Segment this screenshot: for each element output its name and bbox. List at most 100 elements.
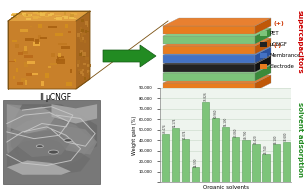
Bar bbox=[85, 57, 89, 60]
Polygon shape bbox=[8, 21, 76, 89]
Polygon shape bbox=[255, 38, 271, 54]
Bar bbox=[80, 39, 83, 42]
Bar bbox=[13, 15, 16, 17]
Bar bbox=[11, 14, 18, 16]
Text: μCNGF: μCNGF bbox=[45, 92, 71, 101]
X-axis label: Organic solvents: Organic solvents bbox=[203, 185, 249, 189]
Bar bbox=[252, 144, 260, 182]
Bar bbox=[24, 55, 33, 58]
Polygon shape bbox=[255, 28, 271, 44]
Bar bbox=[82, 33, 86, 35]
Text: 36,100: 36,100 bbox=[274, 135, 278, 144]
Polygon shape bbox=[255, 56, 271, 72]
Bar bbox=[71, 13, 77, 15]
Bar bbox=[83, 54, 85, 57]
Polygon shape bbox=[163, 64, 255, 72]
Polygon shape bbox=[163, 55, 255, 63]
Bar bbox=[32, 16, 39, 17]
Polygon shape bbox=[18, 129, 71, 157]
Bar bbox=[87, 65, 90, 67]
Bar bbox=[87, 70, 90, 73]
Bar bbox=[212, 118, 219, 182]
Bar bbox=[162, 134, 169, 182]
Polygon shape bbox=[56, 125, 97, 155]
Bar bbox=[48, 26, 57, 28]
Bar bbox=[80, 32, 82, 33]
Bar bbox=[71, 18, 76, 19]
Bar bbox=[45, 16, 49, 17]
Bar bbox=[80, 50, 83, 53]
Bar bbox=[12, 40, 16, 42]
Bar bbox=[80, 71, 81, 74]
Bar bbox=[13, 76, 15, 79]
Bar bbox=[15, 44, 19, 48]
Bar bbox=[55, 33, 63, 36]
Polygon shape bbox=[163, 38, 271, 46]
Text: Membrance: Membrance bbox=[269, 53, 300, 58]
Text: 14,590: 14,590 bbox=[193, 157, 197, 167]
Bar bbox=[56, 56, 64, 61]
Bar bbox=[26, 14, 28, 16]
Bar bbox=[56, 17, 62, 20]
Bar bbox=[83, 63, 86, 65]
Bar bbox=[88, 72, 90, 75]
Bar bbox=[23, 51, 28, 54]
Bar bbox=[61, 46, 70, 49]
Bar bbox=[66, 82, 72, 86]
Bar bbox=[81, 33, 83, 37]
Bar bbox=[81, 29, 84, 32]
Bar bbox=[37, 12, 42, 15]
Bar bbox=[182, 139, 189, 182]
Bar bbox=[12, 13, 17, 15]
Bar bbox=[65, 24, 68, 28]
Bar bbox=[45, 73, 49, 78]
Bar bbox=[35, 39, 39, 44]
Polygon shape bbox=[163, 73, 255, 81]
Text: (-): (-) bbox=[274, 43, 282, 49]
Text: 41,074: 41,074 bbox=[183, 129, 187, 139]
Bar bbox=[56, 59, 65, 64]
Bar bbox=[77, 64, 79, 67]
Text: 43,060: 43,060 bbox=[234, 127, 238, 137]
Bar bbox=[22, 13, 26, 15]
Text: solvent adsorption: solvent adsorption bbox=[297, 101, 303, 177]
Bar bbox=[70, 14, 74, 17]
Bar bbox=[40, 37, 47, 39]
Text: 52,174: 52,174 bbox=[173, 118, 177, 127]
Bar bbox=[48, 14, 52, 16]
Bar bbox=[85, 30, 87, 33]
Bar bbox=[18, 52, 23, 55]
Polygon shape bbox=[163, 26, 255, 34]
Bar bbox=[32, 73, 38, 75]
Bar bbox=[23, 13, 26, 16]
Text: Electrode: Electrode bbox=[269, 64, 294, 69]
Bar bbox=[40, 13, 45, 16]
Bar bbox=[81, 52, 84, 55]
Polygon shape bbox=[163, 46, 255, 54]
Bar bbox=[14, 15, 18, 16]
Bar bbox=[20, 29, 27, 32]
Bar bbox=[38, 24, 42, 28]
Bar bbox=[64, 12, 66, 15]
Text: 36,420: 36,420 bbox=[254, 134, 258, 144]
Bar bbox=[232, 137, 239, 182]
Bar bbox=[77, 33, 80, 36]
Bar bbox=[55, 15, 61, 16]
Text: 38,600: 38,600 bbox=[284, 132, 288, 141]
Bar bbox=[33, 18, 38, 19]
Text: 53,100: 53,100 bbox=[224, 117, 228, 126]
Bar bbox=[50, 13, 54, 15]
Bar bbox=[77, 60, 80, 64]
Bar bbox=[87, 31, 88, 32]
Bar bbox=[62, 15, 68, 17]
Bar bbox=[81, 37, 84, 38]
Polygon shape bbox=[163, 75, 271, 83]
Polygon shape bbox=[163, 18, 271, 26]
Bar bbox=[79, 53, 81, 56]
Polygon shape bbox=[7, 160, 71, 175]
Polygon shape bbox=[52, 104, 97, 124]
Polygon shape bbox=[163, 47, 271, 55]
Bar bbox=[38, 12, 40, 14]
Polygon shape bbox=[163, 83, 255, 91]
Bar bbox=[87, 24, 88, 27]
